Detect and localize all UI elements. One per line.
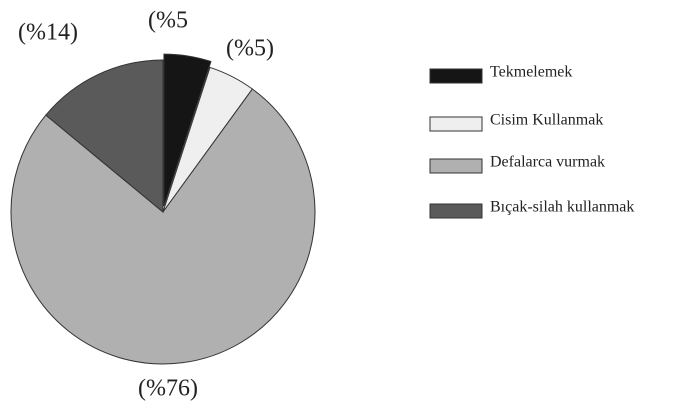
- data-label: (%5): [226, 36, 274, 62]
- legend-swatch: [429, 158, 483, 174]
- data-label: (%76): [138, 376, 198, 402]
- data-label: (%5: [148, 8, 188, 34]
- legend-label: Cisim Kullanmak: [490, 112, 603, 129]
- pie-slice: [163, 53, 212, 207]
- pie-slice: [10, 88, 316, 365]
- legend-label: Bıçak-silah kullanmak: [490, 199, 634, 216]
- legend-swatch: [429, 68, 483, 84]
- legend-swatch: [429, 203, 483, 219]
- legend-label: Defalarca vurmak: [490, 154, 605, 171]
- legend-label: Tekmelemek: [490, 64, 572, 81]
- pie-slice: [45, 59, 164, 214]
- legend-swatch: [429, 116, 483, 132]
- data-label: (%14): [18, 20, 78, 46]
